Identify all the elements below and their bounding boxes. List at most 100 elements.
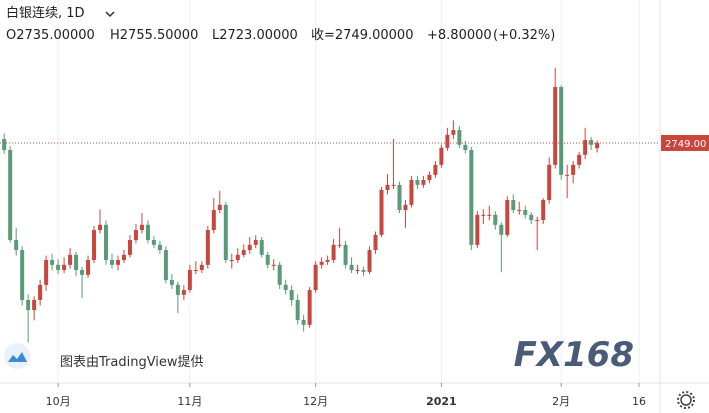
dropdown-icon[interactable]: [105, 11, 115, 18]
candle-body: [565, 174, 570, 176]
candle-body: [373, 234, 378, 251]
candle-body: [463, 144, 468, 151]
candle-body: [211, 210, 216, 231]
candle-body: [157, 244, 162, 251]
logo-icon: [8, 352, 27, 362]
candle-body: [223, 204, 228, 261]
candle-body: [115, 260, 120, 265]
candle-body: [487, 214, 492, 216]
candle-body: [193, 270, 198, 272]
candle-body: [187, 270, 192, 291]
candle-body: [391, 184, 396, 186]
candle-body: [511, 200, 516, 211]
x-tick-label: 11月: [177, 395, 202, 408]
x-tick-label: 2月: [552, 395, 570, 408]
candle-body: [379, 190, 384, 235]
candle-body: [577, 154, 582, 165]
candle-body: [92, 230, 97, 261]
candle-body: [367, 250, 372, 272]
candle-body: [74, 254, 79, 271]
candle-body: [295, 300, 300, 321]
candle-body: [493, 214, 498, 225]
candle-body: [349, 264, 354, 271]
candle-body: [325, 260, 330, 262]
candle-body: [151, 240, 156, 245]
candle-body: [80, 270, 85, 275]
candle-body: [331, 244, 336, 261]
grid: [57, 0, 640, 383]
last-price-label: 2749.00: [665, 139, 706, 150]
candle-body: [289, 290, 294, 301]
candle-body: [8, 150, 13, 241]
settings-icon[interactable]: [677, 391, 695, 409]
candle-body: [505, 200, 510, 235]
candle-body: [14, 240, 19, 251]
candle-body: [481, 214, 486, 216]
chart-title: 白银连续, 1D: [6, 5, 85, 21]
overlay: 10月 11月 12月 2021 2月 16 2749.00: [0, 134, 709, 408]
candle-body: [217, 204, 222, 211]
candle-body: [104, 224, 109, 261]
watermark: FX168: [514, 335, 634, 375]
candle-body: [98, 224, 103, 231]
candle-body: [355, 270, 360, 272]
candle-body: [26, 300, 31, 311]
candle-body: [86, 260, 91, 275]
gear-teeth: [677, 391, 695, 409]
x-tick-label: 2021: [426, 395, 457, 408]
candle-body: [517, 210, 522, 212]
candle-body: [277, 264, 282, 285]
candle-body: [475, 214, 480, 245]
candle-body: [535, 220, 540, 222]
candle-body: [169, 280, 174, 285]
candle-body: [50, 260, 55, 265]
candle-body: [127, 240, 132, 255]
candle-body: [595, 142, 600, 149]
legend-open: O2735.00000: [6, 28, 95, 43]
x-tick-label: 16: [632, 395, 646, 408]
candle-body: [56, 264, 61, 271]
candle-body: [583, 140, 588, 155]
legend-change-pct: (+0.32%): [493, 28, 555, 43]
candle-body: [20, 250, 25, 301]
legend-high: H2755.50000: [110, 28, 198, 43]
candle-body: [307, 290, 312, 325]
candle-body: [469, 150, 474, 245]
candle-body: [319, 261, 324, 265]
candle-body: [205, 230, 210, 265]
candle-body: [235, 254, 240, 261]
candle-body: [529, 214, 534, 221]
x-tick-label: 10月: [46, 395, 71, 408]
candle-body: [259, 240, 264, 255]
candle-body: [2, 138, 7, 151]
candle-body: [181, 290, 186, 295]
legend-low: L2723.00000: [212, 28, 298, 43]
candle-body: [241, 250, 246, 255]
candle-body: [139, 224, 144, 231]
candle-body: [397, 184, 402, 211]
candle-body: [247, 244, 252, 251]
tv-logo[interactable]: [4, 343, 30, 369]
candle-body: [433, 164, 438, 175]
candle-body: [265, 254, 270, 265]
candle-body: [343, 244, 348, 265]
attribution[interactable]: 图表由TradingView提供: [60, 354, 204, 370]
candle-body: [445, 134, 450, 148]
candle-body: [121, 254, 126, 261]
candle-body: [68, 254, 73, 265]
candle-body: [403, 204, 408, 211]
candle-body: [499, 224, 504, 235]
candle-body: [553, 87, 558, 165]
candle-body: [109, 260, 114, 265]
candle-body: [457, 130, 462, 145]
last-price-box: [661, 134, 709, 151]
candle-body: [38, 284, 43, 301]
candles: [2, 67, 600, 343]
legend-close: 收=2749.00000: [311, 28, 413, 43]
candle-body: [451, 130, 456, 135]
candle-body: [589, 140, 594, 145]
candle-body: [409, 180, 414, 205]
candle-body: [199, 264, 204, 271]
